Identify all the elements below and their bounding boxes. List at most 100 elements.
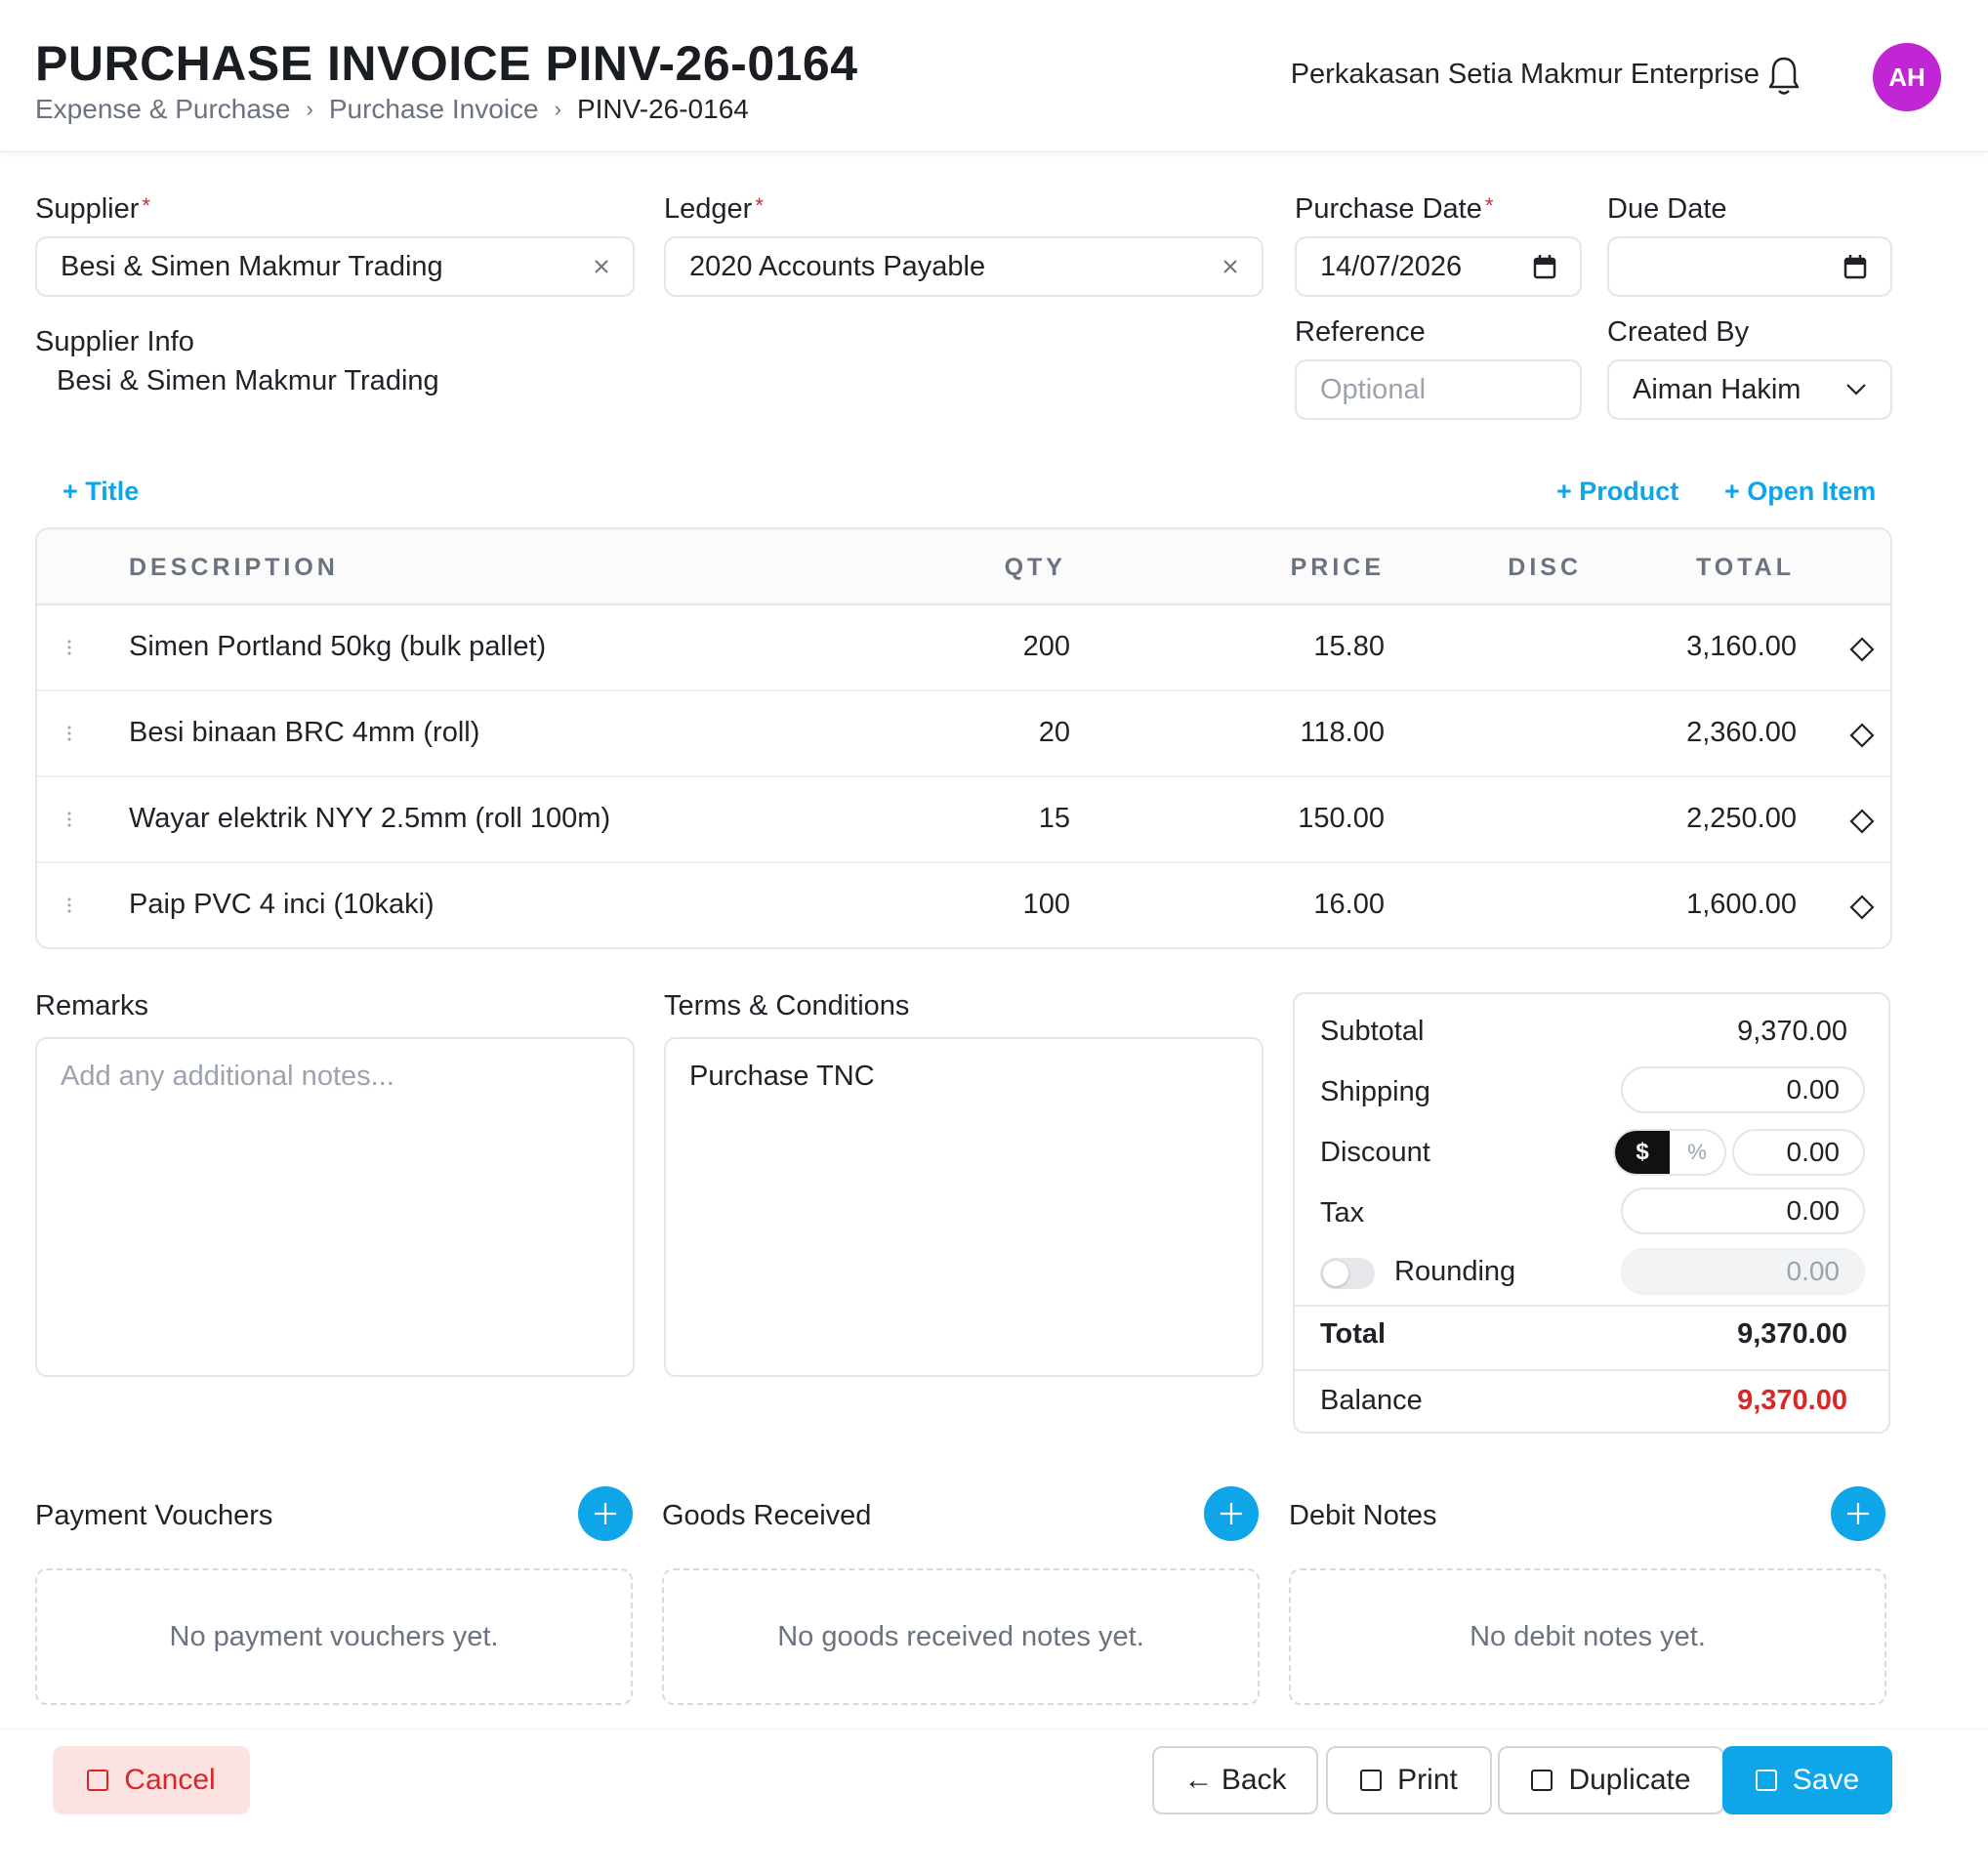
item-qty[interactable]: 15	[1038, 803, 1070, 834]
breadcrumb-item-purchase-invoice[interactable]: Purchase Invoice	[328, 94, 539, 124]
plus-icon	[1221, 1503, 1242, 1524]
remarks-placeholder: Add any additional notes...	[61, 1061, 394, 1092]
drag-handle-icon[interactable]	[66, 896, 76, 916]
page-title: PURCHASE INVOICE PINV-26-0164	[35, 36, 858, 91]
add-goods-received-button[interactable]	[1204, 1486, 1259, 1541]
bell-icon[interactable]	[1767, 55, 1801, 98]
ledger-value: 2020 Accounts Payable	[689, 250, 986, 282]
item-price[interactable]: 15.80	[1313, 631, 1385, 662]
diamond-icon[interactable]	[1849, 637, 1875, 662]
item-price[interactable]: 118.00	[1300, 717, 1385, 748]
drag-handle-icon[interactable]	[66, 811, 76, 830]
tax-input[interactable]: 0.00	[1621, 1188, 1865, 1234]
item-description[interactable]: Simen Portland 50kg (bulk pallet)	[129, 631, 547, 662]
discount-mode-toggle[interactable]: $ %	[1613, 1129, 1726, 1176]
reference-label: Reference	[1295, 316, 1426, 348]
diamond-icon[interactable]	[1849, 809, 1875, 834]
table-row[interactable]: Simen Portland 50kg (bulk pallet) 200 15…	[37, 605, 1890, 691]
discount-label: Discount	[1320, 1137, 1430, 1168]
plus-icon	[595, 1503, 616, 1524]
save-button-label: Save	[1792, 1764, 1860, 1796]
item-description[interactable]: Paip PVC 4 inci (10kaki)	[129, 889, 435, 920]
supplier-info-value: Besi & Simen Makmur Trading	[57, 365, 439, 396]
avatar[interactable]: AH	[1873, 43, 1941, 111]
rounding-toggle[interactable]	[1320, 1258, 1375, 1289]
cancel-button[interactable]: Cancel	[53, 1746, 250, 1814]
breadcrumb-separator-icon: ›	[554, 97, 561, 121]
total-label: Total	[1320, 1318, 1387, 1350]
add-debit-note-button[interactable]	[1831, 1486, 1885, 1541]
add-open-item-button[interactable]: + Open Item	[1724, 477, 1877, 506]
terms-value: Purchase TNC	[689, 1061, 875, 1092]
table-row[interactable]: Besi binaan BRC 4mm (roll) 20 118.00 2,3…	[37, 691, 1890, 777]
goods-received-title: Goods Received	[662, 1500, 872, 1531]
supplier-value: Besi & Simen Makmur Trading	[61, 250, 443, 282]
item-price[interactable]: 150.00	[1298, 803, 1385, 834]
calendar-icon[interactable]	[1843, 254, 1867, 279]
diamond-icon[interactable]	[1849, 895, 1875, 920]
terms-label: Terms & Conditions	[664, 990, 910, 1021]
save-button[interactable]: Save	[1722, 1746, 1892, 1814]
supplier-select[interactable]: Besi & Simen Makmur Trading	[35, 236, 635, 297]
column-header-disc: DISC	[1508, 554, 1582, 581]
item-price[interactable]: 16.00	[1313, 889, 1385, 920]
drag-handle-icon[interactable]	[66, 725, 76, 744]
subtotal-value: 9,370.00	[1737, 1016, 1847, 1047]
item-qty[interactable]: 20	[1038, 717, 1070, 748]
add-product-button[interactable]: + Product	[1556, 477, 1679, 506]
purchase-date-value: 14/07/2026	[1320, 250, 1463, 282]
item-total: 3,160.00	[1686, 631, 1797, 662]
item-total: 2,250.00	[1686, 803, 1797, 834]
add-title-button[interactable]: + Title	[62, 477, 140, 506]
diamond-icon[interactable]	[1849, 723, 1875, 748]
print-button-label: Print	[1397, 1764, 1458, 1796]
shipping-input[interactable]: 0.00	[1621, 1066, 1865, 1113]
discount-input[interactable]: 0.00	[1732, 1129, 1865, 1176]
terms-textarea[interactable]: Purchase TNC	[664, 1037, 1263, 1377]
payment-vouchers-title: Payment Vouchers	[35, 1500, 273, 1531]
print-button[interactable]: Print	[1326, 1746, 1492, 1814]
table-row[interactable]: Wayar elektrik NYY 2.5mm (roll 100m) 15 …	[37, 777, 1890, 863]
column-header-qty: QTY	[1004, 554, 1066, 581]
item-qty[interactable]: 100	[1022, 889, 1070, 920]
created-by-select[interactable]: Aiman Hakim	[1607, 359, 1892, 420]
close-icon[interactable]	[1222, 259, 1238, 274]
column-header-total: TOTAL	[1695, 554, 1795, 581]
column-header-price: PRICE	[1290, 554, 1385, 581]
item-description[interactable]: Besi binaan BRC 4mm (roll)	[129, 717, 480, 748]
table-row[interactable]: Paip PVC 4 inci (10kaki) 100 16.00 1,600…	[37, 863, 1890, 947]
due-date-input[interactable]	[1607, 236, 1892, 297]
cancel-button-label: Cancel	[124, 1764, 216, 1796]
square-icon	[1755, 1770, 1777, 1791]
supplier-info-label: Supplier Info	[35, 326, 194, 357]
item-qty[interactable]: 200	[1022, 631, 1070, 662]
toggle-knob	[1323, 1261, 1348, 1286]
goods-received-empty: No goods received notes yet.	[662, 1568, 1260, 1705]
column-header-description: DESCRIPTION	[129, 554, 339, 581]
add-payment-voucher-button[interactable]	[578, 1486, 633, 1541]
calendar-icon[interactable]	[1533, 254, 1556, 279]
back-button-label: ← Back	[1183, 1764, 1287, 1796]
duplicate-button-label: Duplicate	[1568, 1764, 1691, 1796]
balance-value: 9,370.00	[1737, 1385, 1847, 1416]
item-total: 2,360.00	[1686, 717, 1797, 748]
discount-mode-percent-button[interactable]: %	[1687, 1140, 1707, 1164]
totals-panel: Subtotal 9,370.00 Shipping 0.00 Discount…	[1293, 992, 1890, 1434]
drag-handle-icon[interactable]	[66, 639, 76, 658]
item-description[interactable]: Wayar elektrik NYY 2.5mm (roll 100m)	[129, 803, 611, 834]
breadcrumb-item-expense-purchase[interactable]: Expense & Purchase	[35, 94, 291, 124]
debit-notes-title: Debit Notes	[1289, 1500, 1437, 1531]
reference-input[interactable]: Optional	[1295, 359, 1582, 420]
plus-icon	[1847, 1503, 1869, 1524]
purchase-date-input[interactable]: 14/07/2026	[1295, 236, 1582, 297]
back-button[interactable]: ← Back	[1152, 1746, 1318, 1814]
purchase-date-label: Purchase Date *	[1295, 193, 1494, 225]
subtotal-label: Subtotal	[1320, 1016, 1425, 1047]
duplicate-button[interactable]: Duplicate	[1498, 1746, 1724, 1814]
totals-divider	[1295, 1369, 1888, 1371]
ledger-select[interactable]: 2020 Accounts Payable	[664, 236, 1263, 297]
totals-divider	[1295, 1305, 1888, 1307]
remarks-textarea[interactable]: Add any additional notes...	[35, 1037, 635, 1377]
discount-mode-fixed-button[interactable]: $	[1615, 1131, 1670, 1174]
close-icon[interactable]	[594, 259, 609, 274]
